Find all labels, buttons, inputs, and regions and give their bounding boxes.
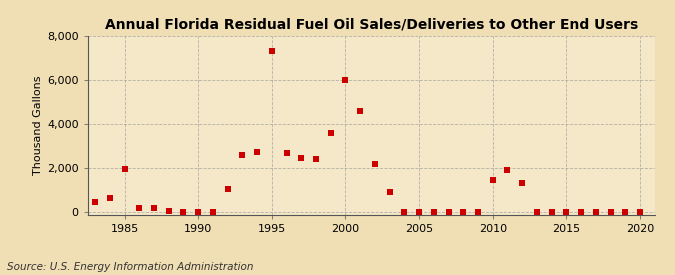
Point xyxy=(517,180,528,185)
Point xyxy=(429,210,439,214)
Point xyxy=(502,168,513,173)
Point xyxy=(487,178,498,183)
Point xyxy=(634,210,645,214)
Point xyxy=(443,210,454,214)
Point xyxy=(296,156,306,160)
Point xyxy=(340,78,351,82)
Point xyxy=(237,153,248,157)
Point xyxy=(119,167,130,171)
Point xyxy=(605,210,616,214)
Point xyxy=(355,109,366,113)
Point xyxy=(325,131,336,135)
Point xyxy=(267,49,277,53)
Point xyxy=(546,210,557,214)
Point xyxy=(458,210,468,214)
Point xyxy=(531,210,542,214)
Point xyxy=(399,210,410,214)
Y-axis label: Thousand Gallons: Thousand Gallons xyxy=(33,75,43,175)
Point xyxy=(281,150,292,155)
Point xyxy=(207,210,218,214)
Point xyxy=(620,210,630,214)
Point xyxy=(384,190,395,195)
Point xyxy=(561,210,572,214)
Point xyxy=(576,210,587,214)
Point xyxy=(178,210,189,214)
Point xyxy=(591,210,601,214)
Point xyxy=(134,206,144,210)
Title: Annual Florida Residual Fuel Oil Sales/Deliveries to Other End Users: Annual Florida Residual Fuel Oil Sales/D… xyxy=(105,18,638,32)
Point xyxy=(90,200,101,205)
Point xyxy=(472,210,483,214)
Point xyxy=(310,157,321,161)
Text: Source: U.S. Energy Information Administration: Source: U.S. Energy Information Administ… xyxy=(7,262,253,272)
Point xyxy=(193,210,204,214)
Point xyxy=(252,149,263,154)
Point xyxy=(105,196,115,200)
Point xyxy=(369,161,380,166)
Point xyxy=(222,187,233,191)
Point xyxy=(163,209,174,213)
Point xyxy=(414,210,425,214)
Point xyxy=(148,206,159,211)
